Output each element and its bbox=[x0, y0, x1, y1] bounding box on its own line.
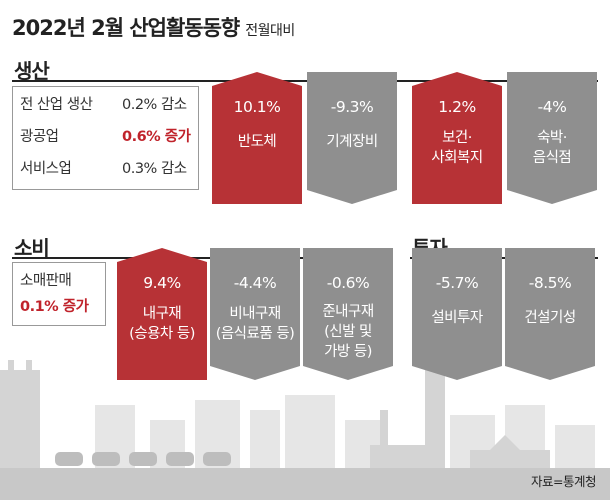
card-percent: -0.6% bbox=[326, 274, 370, 292]
card-label: 보건· 사회복지 bbox=[431, 130, 483, 166]
section-production-heading: 생산 bbox=[14, 59, 50, 83]
card-label: 비내구재 (음식료품 등) bbox=[215, 306, 295, 342]
card-label: 설비투자 bbox=[431, 310, 483, 326]
decrease-arrow-shape bbox=[412, 248, 502, 380]
card-percent: 1.2% bbox=[438, 98, 476, 116]
indicator-card: -0.6% 준내구재 (신발 및 가방 등) bbox=[303, 248, 393, 380]
summary-value: 0.6% 증가 bbox=[122, 129, 191, 145]
section-consumption-heading: 소비 bbox=[14, 236, 50, 260]
increase-arrow-shape bbox=[117, 248, 207, 380]
source-note: 자료=통계청 bbox=[531, 474, 596, 489]
indicator-card: -8.5% 건설기성 bbox=[505, 248, 595, 380]
decrease-arrow-shape bbox=[307, 72, 397, 204]
card-label: 기계장비 bbox=[326, 134, 378, 150]
decrease-arrow-shape bbox=[505, 248, 595, 380]
card-label: 내구재 (승용차 등) bbox=[129, 306, 195, 342]
summary-label: 전 산업 생산 bbox=[20, 97, 93, 113]
title-main: 2022년 2월 산업활동동향 bbox=[12, 16, 240, 40]
indicator-card: -9.3% 기계장비 bbox=[307, 72, 397, 204]
card-percent: 9.4% bbox=[143, 274, 181, 292]
indicator-card: -4.4% 비내구재 (음식료품 등) bbox=[210, 248, 300, 380]
decrease-arrow-shape bbox=[210, 248, 300, 380]
summary-label: 서비스업 bbox=[20, 161, 72, 177]
card-percent: -9.3% bbox=[330, 98, 374, 116]
card-percent: 10.1% bbox=[233, 98, 281, 116]
industrial-skyline-illustration bbox=[0, 355, 610, 500]
decrease-arrow-shape bbox=[507, 72, 597, 204]
increase-arrow-shape bbox=[212, 72, 302, 204]
indicator-card: 10.1% 반도체 bbox=[212, 72, 302, 204]
card-label: 건설기성 bbox=[524, 310, 576, 326]
summary-value: 0.3% 감소 bbox=[122, 161, 187, 177]
production-summary-box: 전 산업 생산 0.2% 감소 광공업 0.6% 증가 서비스업 0.3% 감소 bbox=[12, 86, 199, 190]
indicator-card: -4% 숙박· 음식점 bbox=[507, 72, 597, 204]
consumption-summary-box: 소매판매 0.1% 증가 bbox=[12, 262, 106, 326]
indicator-card: -5.7% 설비투자 bbox=[412, 248, 502, 380]
summary-value: 0.2% 감소 bbox=[122, 97, 187, 113]
section-consumption-divider bbox=[12, 257, 390, 259]
card-percent: -5.7% bbox=[435, 274, 479, 292]
card-percent: -8.5% bbox=[528, 274, 572, 292]
increase-arrow-shape bbox=[412, 72, 502, 204]
summary-label: 소매판매 bbox=[20, 273, 72, 289]
decrease-arrow-shape bbox=[303, 248, 393, 380]
indicator-card: 9.4% 내구재 (승용차 등) bbox=[117, 248, 207, 380]
card-percent: -4% bbox=[537, 98, 567, 116]
page-title: 2022년 2월 산업활동동향 전월대비 bbox=[12, 12, 295, 42]
section-production-divider bbox=[12, 80, 598, 82]
card-label: 반도체 bbox=[237, 134, 277, 150]
card-label: 준내구재 (신발 및 가방 등) bbox=[322, 304, 374, 360]
section-investment-divider bbox=[410, 257, 598, 259]
card-percent: -4.4% bbox=[233, 274, 277, 292]
summary-value: 0.1% 증가 bbox=[20, 299, 89, 315]
summary-label: 광공업 bbox=[20, 129, 59, 145]
indicator-card: 1.2% 보건· 사회복지 bbox=[412, 72, 502, 204]
title-subtitle: 전월대비 bbox=[245, 23, 295, 39]
card-label: 숙박· 음식점 bbox=[532, 130, 572, 166]
